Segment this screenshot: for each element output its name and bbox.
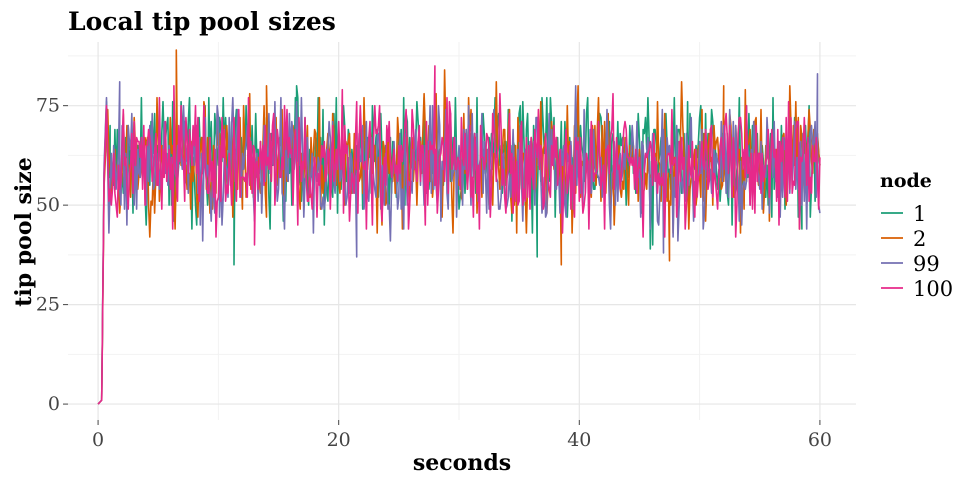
x-axis: 0 20 40 60 [92, 420, 832, 451]
series-line-99 [97, 73, 821, 405]
x-tick-label: 60 [808, 429, 832, 451]
legend-label-2: 2 [913, 227, 926, 251]
legend-label-99: 99 [913, 252, 940, 276]
series-line-100 [97, 65, 821, 405]
y-tick-label: 25 [36, 294, 60, 316]
y-tick-label: 75 [36, 95, 60, 117]
x-tick-label: 0 [92, 429, 104, 451]
y-axis: 0 25 50 75 [36, 95, 68, 415]
chart-title: Local tip pool sizes [68, 7, 336, 36]
legend-title: node [880, 170, 932, 192]
grid [68, 42, 856, 420]
legend-label-100: 100 [913, 277, 953, 301]
series-layer [97, 49, 821, 405]
y-axis-title: tip pool size [11, 157, 37, 307]
y-tick-label: 0 [48, 393, 60, 415]
x-tick-label: 40 [567, 429, 591, 451]
legend-label-1: 1 [913, 202, 926, 226]
x-axis-title: seconds [413, 450, 511, 476]
x-tick-label: 20 [327, 429, 351, 451]
y-tick-label: 50 [36, 194, 60, 216]
